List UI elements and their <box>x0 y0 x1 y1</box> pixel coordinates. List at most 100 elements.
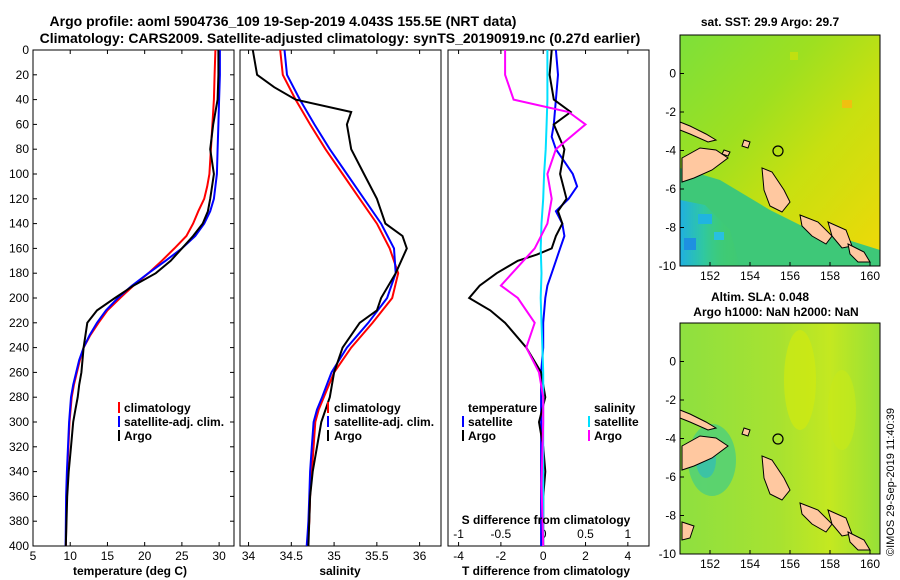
title-line-2: Climatology: CARS2009. Satellite-adjuste… <box>40 30 641 46</box>
s-difference-label: S difference from climatology <box>462 513 631 527</box>
lon-tick-label: 156 <box>780 269 800 283</box>
legend-t-satellite-label: satellite <box>468 415 513 429</box>
bougainville-island <box>761 455 791 501</box>
sla-map-land <box>679 409 871 551</box>
x-tick-label: 10 <box>64 549 78 563</box>
depth-tick-label: 220 <box>9 316 29 330</box>
legend-argo-label: Argo <box>334 429 362 443</box>
x-tick-label: 30 <box>212 549 226 563</box>
x-tick-label: 2 <box>582 549 589 563</box>
sla-lon-ticks: 152 154 156 158 160 <box>700 550 880 571</box>
lon-tick-label: 154 <box>740 557 760 571</box>
lon-tick-label: 154 <box>740 269 760 283</box>
small-island <box>741 139 751 149</box>
depth-tick-label: 300 <box>9 415 29 429</box>
lon-tick-label: 160 <box>860 557 880 571</box>
lon-tick-label: 152 <box>700 557 720 571</box>
x-tick-label: 34 <box>242 549 256 563</box>
t-difference-label: T difference from climatology <box>462 564 630 578</box>
legend-satellite-label: satellite-adj. clim. <box>334 415 434 429</box>
lon-tick-label: 152 <box>700 269 720 283</box>
series-temperature-argo <box>467 49 573 546</box>
lat-tick-label: -6 <box>665 470 676 484</box>
depth-tick-label: 140 <box>9 217 29 231</box>
argo-position-marker <box>772 145 784 157</box>
solomon-island <box>827 509 853 537</box>
legend-s-satellite-label: satellite <box>594 415 639 429</box>
sst-map-panel: sat. SST: 29.9 Argo: 29.7 152 154 156 158 16… <box>659 15 881 283</box>
lat-tick-label: -10 <box>659 547 677 561</box>
depth-tick-label: 20 <box>16 68 30 82</box>
x-tick-label: 20 <box>138 549 152 563</box>
sst-warm-pixel <box>790 52 798 60</box>
depth-tick-label: 180 <box>9 266 29 280</box>
t-difference-ticks: -4 -2 0 2 4 <box>453 50 631 563</box>
salinity-xlabel: salinity <box>319 564 361 578</box>
legend-t-argo-label: Argo <box>468 429 496 443</box>
s-diff-tick-label: -0.5 <box>491 527 512 541</box>
depth-tick-label: 40 <box>16 93 30 107</box>
temperature-axes <box>32 49 235 547</box>
depth-tick-label: 360 <box>9 489 29 503</box>
legend-climatology-label: climatology <box>124 401 191 415</box>
lat-tick-label: -6 <box>665 182 676 196</box>
temperature-legend: climatology satellite-adj. clim. Argo <box>118 401 224 443</box>
series-salinity-satellite <box>539 50 549 546</box>
depth-tick-label: 340 <box>9 465 29 479</box>
sst-cold-pixel <box>714 232 724 240</box>
sst-map-land <box>679 121 871 263</box>
sla-high-anomaly <box>784 330 816 430</box>
x-tick-label: 34.5 <box>280 549 304 563</box>
imos-credit: ©IMOS 29-Sep-2019 11:40:39 <box>885 408 897 556</box>
x-tick-label: 25 <box>175 549 189 563</box>
small-island <box>741 427 751 437</box>
depth-tick-label: 200 <box>9 291 29 305</box>
sst-lat-ticks: 0 -2 -4 -6 -8 -10 <box>659 67 684 273</box>
lon-tick-label: 158 <box>820 557 840 571</box>
difference-legend: temperature satellite Argo salinity sate… <box>462 401 639 443</box>
solomon-island <box>799 502 833 533</box>
series-satellite-adj-clim- <box>283 49 397 547</box>
legend-temperature-heading: temperature <box>468 401 538 415</box>
argo-position-marker <box>772 433 784 445</box>
s-diff-tick-label: 1 <box>624 527 631 541</box>
sst-warm-pixel <box>842 100 852 108</box>
s-diff-tick-label: -1 <box>453 527 464 541</box>
lon-tick-label: 160 <box>860 269 880 283</box>
x-tick-label: 0 <box>540 549 547 563</box>
sst-cold-pixel <box>684 238 696 250</box>
legend-salinity-heading: salinity <box>594 401 636 415</box>
small-island <box>721 149 731 157</box>
difference-series <box>467 49 588 547</box>
sla-lat-ticks: 0 -2 -4 -6 -8 -10 <box>659 355 684 561</box>
depth-tick-label: 60 <box>16 117 30 131</box>
legend-argo-label: Argo <box>124 429 152 443</box>
small-island <box>681 521 695 541</box>
solomon-island <box>827 221 853 249</box>
sla-map-title: Altim. SLA: 0.048 <box>711 290 809 304</box>
solomon-island <box>799 214 833 245</box>
depth-tick-label: 0 <box>22 43 29 57</box>
salinity-axes <box>239 49 442 547</box>
series-argo <box>251 49 408 547</box>
depth-tick-label: 260 <box>9 365 29 379</box>
legend-climatology-label: climatology <box>334 401 401 415</box>
depth-tick-label: 100 <box>9 167 29 181</box>
sst-cold-pixel <box>698 214 712 224</box>
depth-tick-label: 80 <box>16 142 30 156</box>
salinity-series <box>251 49 408 547</box>
title-line-1: Argo profile: aoml 5904736_109 19-Sep-20… <box>50 13 517 29</box>
lat-tick-label: -10 <box>659 259 677 273</box>
lat-tick-label: -8 <box>665 221 676 235</box>
lat-tick-label: 0 <box>669 355 676 369</box>
new-ireland-island <box>679 121 718 143</box>
depth-tick-label: 280 <box>9 390 29 404</box>
salinity-ticks: 34 34.5 35 35.5 36 <box>242 50 427 563</box>
temperature-series <box>64 49 221 547</box>
lat-tick-label: 0 <box>669 67 676 81</box>
x-tick-label: 35.5 <box>365 549 389 563</box>
new-ireland-island <box>679 409 718 431</box>
sla-map-subtitle: Argo h1000: NaN h2000: NaN <box>693 305 858 319</box>
lat-tick-label: -4 <box>665 432 676 446</box>
